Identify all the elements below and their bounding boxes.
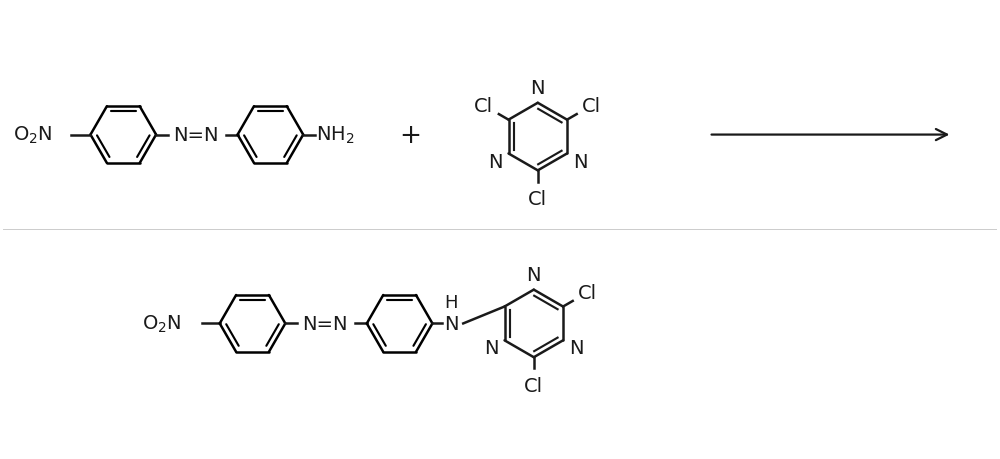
Text: N: N bbox=[527, 265, 541, 284]
Text: N=N: N=N bbox=[173, 126, 219, 145]
Text: $\mathsf{O_2N}$: $\mathsf{O_2N}$ bbox=[13, 125, 52, 146]
Text: Cl: Cl bbox=[582, 97, 601, 116]
Text: N: N bbox=[569, 339, 583, 358]
Text: N: N bbox=[444, 314, 459, 333]
Text: +: + bbox=[400, 122, 422, 148]
Text: Cl: Cl bbox=[524, 376, 543, 395]
Text: Cl: Cl bbox=[578, 283, 597, 302]
Text: N: N bbox=[573, 152, 587, 171]
Text: H: H bbox=[445, 293, 458, 311]
Text: $\mathsf{O_2N}$: $\mathsf{O_2N}$ bbox=[142, 313, 182, 334]
Text: $\mathsf{NH_2}$: $\mathsf{NH_2}$ bbox=[316, 125, 355, 146]
Text: Cl: Cl bbox=[474, 97, 493, 116]
Text: Cl: Cl bbox=[528, 190, 547, 209]
Text: N=N: N=N bbox=[302, 314, 348, 333]
Text: N: N bbox=[484, 339, 499, 358]
Text: N: N bbox=[531, 79, 545, 98]
Text: N: N bbox=[488, 152, 503, 171]
